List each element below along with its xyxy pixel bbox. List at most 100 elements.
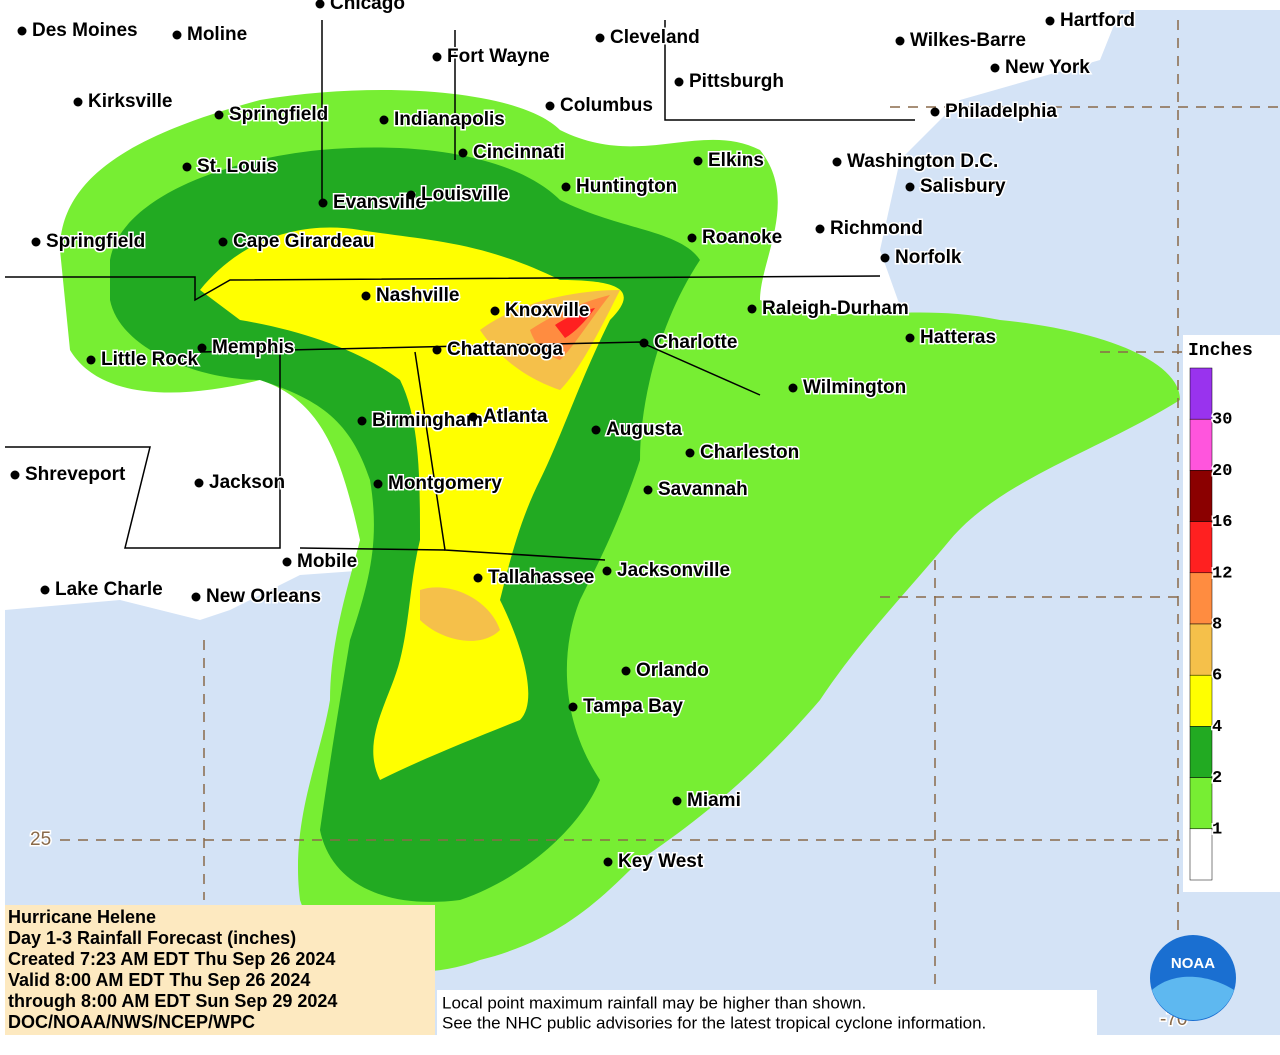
city-dot: [639, 338, 649, 348]
city-label: Cincinnati: [473, 142, 565, 163]
city-dot: [685, 448, 695, 458]
rain-6-8: [420, 290, 620, 641]
city-dot: [432, 345, 442, 355]
note: Local point maximum rainfall may be high…: [442, 993, 866, 1012]
city-dot: [191, 592, 201, 602]
city-label: Cape Girardeau: [233, 231, 375, 252]
city-dot: [561, 182, 571, 192]
city-dot: [86, 355, 96, 365]
legend-swatch: [1189, 674, 1213, 727]
city-label: Mobile: [297, 551, 357, 572]
city-dot: [621, 666, 631, 676]
legend-swatch: [1189, 572, 1213, 625]
city-label: Elkins: [708, 150, 764, 171]
city-dot: [282, 557, 292, 567]
legend-label: 16: [1212, 513, 1232, 532]
city-label: Augusta: [606, 419, 682, 440]
legend-label: 2: [1212, 769, 1222, 788]
city-dot: [591, 425, 601, 435]
city-dot: [905, 182, 915, 192]
city-label: Raleigh-Durham: [762, 298, 909, 319]
city-label: Washington D.C.: [847, 151, 998, 172]
city-label: Jacksonville: [617, 560, 730, 581]
city-dot: [315, 0, 325, 9]
city-dot: [197, 343, 207, 353]
legend-label: 4: [1212, 718, 1222, 737]
graticule: [60, 20, 1280, 1000]
city-dot: [458, 148, 468, 158]
city-label: Indianapolis: [394, 109, 505, 130]
city-dot: [595, 33, 605, 43]
logo-text: NOAA: [1171, 955, 1215, 972]
city-label: Memphis: [212, 337, 294, 358]
info-box: [5, 905, 435, 1035]
city-label: Shreveport: [25, 464, 126, 485]
legend-swatch: [1189, 470, 1213, 522]
legend-swatch: [1189, 777, 1213, 830]
city-label: Kirksville: [88, 91, 173, 112]
city-dot: [545, 101, 555, 111]
city-label: Norfolk: [895, 247, 962, 268]
city-dot: [357, 416, 367, 426]
city-dot: [379, 115, 389, 125]
city-dot: [643, 485, 653, 495]
legend-swatch: [1189, 828, 1213, 881]
city-dot: [361, 291, 371, 301]
city-label: Moline: [187, 24, 247, 45]
rain-12-16: [555, 308, 595, 338]
city-label: Springfield: [229, 104, 328, 125]
city-dot: [672, 796, 682, 806]
city-label: Little Rock: [101, 349, 199, 370]
city-dot: [674, 77, 684, 87]
city-dot: [73, 97, 83, 107]
city-dot: [17, 26, 27, 36]
city-label: Fort Wayne: [447, 46, 550, 67]
city-label: Nashville: [376, 285, 459, 306]
city-dot: [182, 162, 192, 172]
city-label: Montgomery: [388, 473, 502, 494]
city-label: Tampa Bay: [583, 696, 683, 717]
city-label: Savannah: [658, 479, 748, 500]
city-label: St. Louis: [197, 156, 277, 177]
city-label: Key West: [618, 851, 704, 872]
city-label: Lake Charle: [55, 579, 163, 600]
info-line: Hurricane Helene: [8, 907, 156, 927]
city-dot: [990, 63, 1000, 73]
logo-wave: [1152, 976, 1234, 1021]
legend-label: 30: [1212, 411, 1232, 430]
city-label: Orlando: [636, 660, 709, 681]
info-line: Day 1-3 Rainfall Forecast (inches): [8, 928, 296, 948]
legend-title: Inches: [1188, 341, 1253, 361]
legend-label: 1: [1212, 820, 1222, 839]
legend-scale: 30 20 16 12 8 6 4 2 1: [1189, 367, 1234, 881]
city-dot: [406, 190, 416, 200]
city-label: Richmond: [830, 218, 923, 239]
city-dot: [1045, 16, 1055, 26]
city-dot: [815, 224, 825, 234]
info-line: through 8:00 AM EDT Sun Sep 29 2024: [8, 991, 337, 1011]
city-dot: [373, 479, 383, 489]
city-label: Philadelphia: [945, 101, 1057, 122]
city-label: Jackson: [209, 472, 285, 493]
city-dot: [214, 110, 224, 120]
legend-swatch: [1189, 726, 1213, 778]
info-line: Valid 8:00 AM EDT Thu Sep 26 2024: [8, 970, 310, 990]
city-dot: [747, 304, 757, 314]
city-label: Chattanooga: [447, 339, 564, 360]
city-label: Charlotte: [654, 332, 737, 353]
city-label: Chicago: [330, 0, 405, 14]
city-label: Tallahassee: [488, 567, 594, 588]
lat-label: 25: [30, 829, 51, 850]
city-dot: [194, 478, 204, 488]
city-dot: [468, 412, 478, 422]
city-dot: [788, 383, 798, 393]
city-label: Knoxville: [505, 300, 589, 321]
city-dot: [432, 52, 442, 62]
city-label: Roanoke: [702, 227, 782, 248]
info-line: DOC/NOAA/NWS/NCEP/WPC: [8, 1012, 255, 1032]
city-dot: [603, 857, 613, 867]
city-label: Pittsburgh: [689, 71, 784, 92]
city-layer: Chicago Des Moines Moline Fort Wayne Clevela…: [10, 0, 1136, 874]
legend-swatch: [1189, 418, 1213, 471]
